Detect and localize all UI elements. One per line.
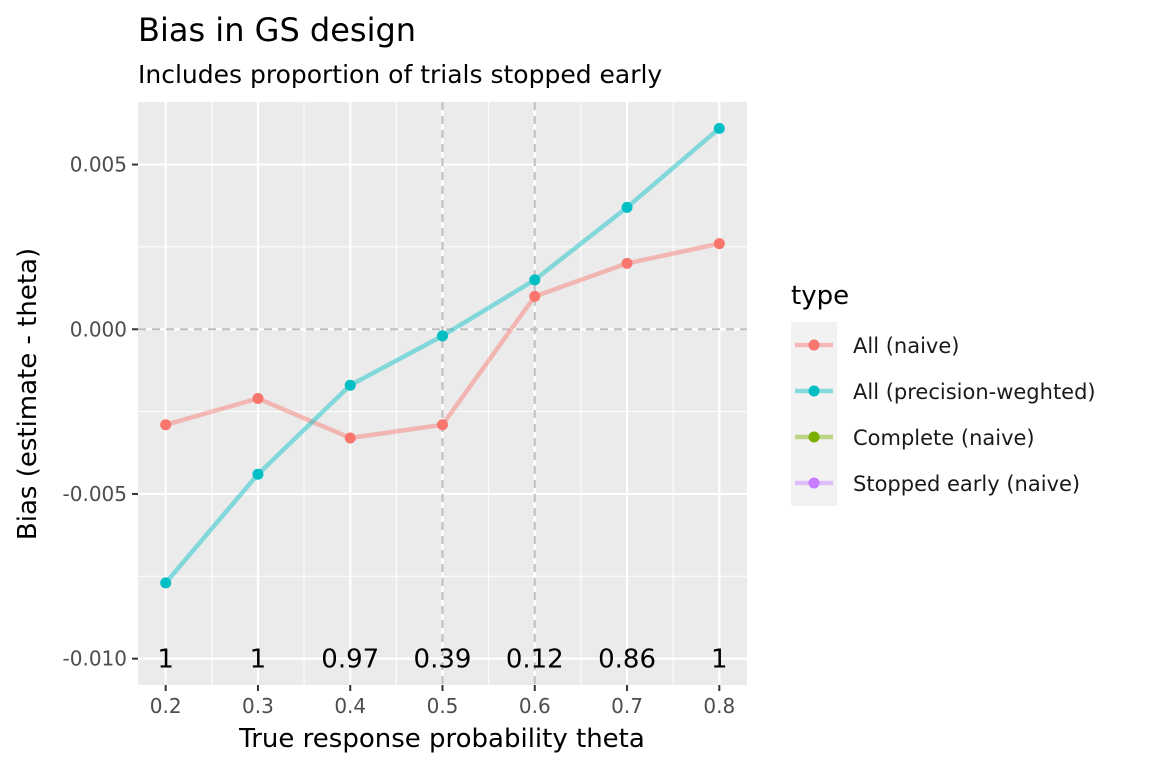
legend-title: type <box>791 281 849 311</box>
chart-subtitle: Includes proportion of trials stopped ea… <box>138 60 662 89</box>
chart-title: Bias in GS design <box>138 11 416 49</box>
annotation-label: 0.86 <box>598 645 656 675</box>
y-tick-label: -0.010 <box>63 647 127 671</box>
y-axis-title: Bias (estimate - theta) <box>13 248 43 540</box>
data-point <box>713 122 725 134</box>
y-axis: -0.010 -0.005 0.000 0.005 <box>63 153 138 671</box>
data-point <box>252 468 264 480</box>
legend: type All (naive) All (precision-weghted) C… <box>791 281 1096 506</box>
data-point <box>437 419 448 431</box>
x-tick-label: 0.2 <box>150 694 182 718</box>
data-point <box>621 201 633 213</box>
annotation-label: 1 <box>711 645 728 675</box>
annotation-label: 1 <box>250 645 267 675</box>
data-point <box>344 379 356 391</box>
annotation-label: 0.12 <box>506 645 564 675</box>
legend-key-point <box>808 431 820 443</box>
data-point <box>160 419 172 431</box>
y-tick-label: 0.000 <box>70 317 127 341</box>
data-points <box>160 122 725 589</box>
x-tick-label: 0.5 <box>427 694 459 718</box>
annotation-label: 0.97 <box>321 645 379 675</box>
legend-label: All (precision-weghted) <box>853 380 1096 404</box>
x-tick-label: 0.8 <box>703 694 735 718</box>
reference-lines <box>138 102 747 685</box>
data-point <box>621 257 633 269</box>
x-tick-label: 0.7 <box>611 694 643 718</box>
data-point <box>437 330 448 342</box>
annotation-label: 1 <box>157 645 174 675</box>
annotation-label: 0.39 <box>414 645 472 675</box>
x-axis-title: True response probability theta <box>238 724 645 754</box>
data-point <box>713 238 725 250</box>
x-tick-label: 0.4 <box>334 694 366 718</box>
legend-label: Complete (naive) <box>853 426 1035 450</box>
legend-key-point <box>808 339 820 351</box>
data-point <box>160 577 172 589</box>
legend-label: Stopped early (naive) <box>853 472 1080 496</box>
x-tick-label: 0.6 <box>519 694 551 718</box>
y-tick-label: 0.005 <box>70 153 127 177</box>
stopped-early-annotations: 1 1 0.97 0.39 0.12 0.86 1 <box>157 645 727 675</box>
legend-label: All (naive) <box>853 334 959 358</box>
data-point <box>344 432 356 444</box>
x-tick-label: 0.3 <box>242 694 274 718</box>
legend-key-point <box>808 477 820 489</box>
data-point <box>529 290 541 302</box>
data-point <box>252 392 264 404</box>
data-point <box>529 274 541 286</box>
x-axis: 0.2 0.3 0.4 0.5 0.6 0.7 0.8 <box>150 685 735 718</box>
y-tick-label: -0.005 <box>63 482 127 506</box>
legend-key-point <box>808 385 820 397</box>
